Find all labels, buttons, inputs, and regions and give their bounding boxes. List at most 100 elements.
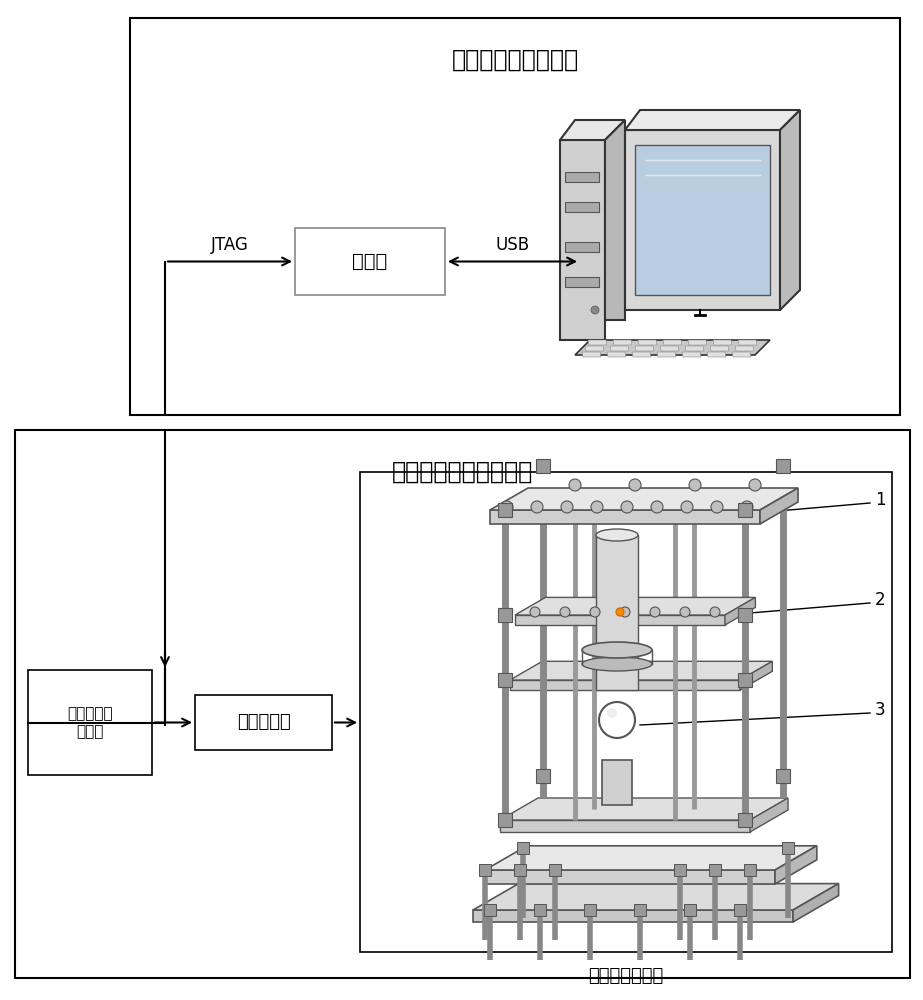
FancyBboxPatch shape	[498, 503, 512, 517]
FancyBboxPatch shape	[549, 864, 561, 876]
Polygon shape	[682, 352, 701, 357]
Polygon shape	[515, 597, 755, 615]
Polygon shape	[707, 352, 726, 357]
Circle shape	[591, 306, 599, 314]
Text: 2: 2	[875, 591, 885, 609]
Polygon shape	[632, 352, 651, 357]
FancyBboxPatch shape	[517, 842, 529, 854]
Polygon shape	[585, 346, 604, 351]
Polygon shape	[510, 680, 740, 690]
FancyBboxPatch shape	[634, 904, 646, 916]
Polygon shape	[735, 346, 754, 351]
Polygon shape	[500, 798, 788, 820]
Polygon shape	[713, 340, 732, 345]
FancyBboxPatch shape	[15, 430, 910, 978]
Polygon shape	[663, 340, 682, 345]
Polygon shape	[613, 340, 632, 345]
Polygon shape	[710, 346, 729, 351]
Circle shape	[501, 501, 513, 513]
Polygon shape	[732, 352, 751, 357]
Polygon shape	[638, 340, 657, 345]
Text: JTAG: JTAG	[211, 236, 249, 254]
Polygon shape	[582, 352, 601, 357]
Circle shape	[569, 479, 581, 491]
Text: 3: 3	[875, 701, 885, 719]
Circle shape	[650, 607, 660, 617]
Polygon shape	[490, 488, 798, 510]
Polygon shape	[515, 615, 725, 625]
Polygon shape	[760, 488, 798, 524]
Polygon shape	[793, 884, 839, 922]
Polygon shape	[685, 346, 704, 351]
Circle shape	[530, 607, 540, 617]
Polygon shape	[605, 120, 625, 320]
Circle shape	[616, 608, 624, 616]
FancyBboxPatch shape	[709, 864, 721, 876]
FancyBboxPatch shape	[195, 695, 332, 750]
Polygon shape	[738, 340, 757, 345]
FancyBboxPatch shape	[782, 842, 794, 854]
Polygon shape	[510, 661, 773, 680]
Polygon shape	[500, 820, 750, 832]
Circle shape	[749, 479, 761, 491]
Polygon shape	[588, 340, 607, 345]
FancyBboxPatch shape	[484, 904, 496, 916]
Polygon shape	[473, 884, 839, 910]
Ellipse shape	[596, 529, 638, 541]
Polygon shape	[740, 661, 773, 690]
Text: 上位机控制设计部分: 上位机控制设计部分	[451, 48, 579, 72]
Polygon shape	[688, 340, 707, 345]
FancyBboxPatch shape	[602, 760, 632, 805]
Circle shape	[689, 479, 701, 491]
Polygon shape	[657, 352, 676, 357]
Polygon shape	[490, 510, 760, 524]
FancyBboxPatch shape	[776, 769, 790, 783]
Polygon shape	[607, 352, 626, 357]
Polygon shape	[780, 110, 800, 310]
Text: USB: USB	[496, 236, 530, 254]
Polygon shape	[485, 846, 817, 870]
Circle shape	[561, 501, 573, 513]
FancyBboxPatch shape	[738, 673, 752, 687]
Circle shape	[607, 708, 617, 718]
Text: 功率放大器: 功率放大器	[236, 714, 291, 732]
Circle shape	[590, 607, 600, 617]
FancyBboxPatch shape	[744, 864, 756, 876]
Circle shape	[591, 501, 603, 513]
Polygon shape	[473, 910, 793, 922]
Circle shape	[710, 607, 720, 617]
FancyBboxPatch shape	[738, 503, 752, 517]
FancyBboxPatch shape	[536, 769, 550, 783]
Polygon shape	[635, 346, 654, 351]
Polygon shape	[660, 346, 679, 351]
FancyBboxPatch shape	[479, 864, 491, 876]
Circle shape	[629, 479, 641, 491]
FancyBboxPatch shape	[28, 670, 152, 775]
Ellipse shape	[582, 657, 652, 671]
FancyBboxPatch shape	[684, 904, 696, 916]
Polygon shape	[575, 340, 770, 355]
Text: 磁悬浮小球装置: 磁悬浮小球装置	[588, 967, 664, 985]
FancyBboxPatch shape	[498, 813, 512, 827]
Circle shape	[621, 501, 633, 513]
Circle shape	[711, 501, 723, 513]
FancyBboxPatch shape	[776, 459, 790, 473]
FancyBboxPatch shape	[498, 608, 512, 622]
Polygon shape	[610, 346, 629, 351]
Circle shape	[680, 607, 690, 617]
FancyBboxPatch shape	[734, 904, 746, 916]
Circle shape	[531, 501, 543, 513]
Circle shape	[560, 607, 570, 617]
Polygon shape	[750, 798, 788, 832]
Polygon shape	[560, 120, 625, 140]
Polygon shape	[485, 870, 775, 884]
Ellipse shape	[582, 642, 652, 658]
Polygon shape	[635, 145, 770, 295]
Polygon shape	[560, 140, 605, 340]
FancyBboxPatch shape	[738, 608, 752, 622]
FancyBboxPatch shape	[130, 18, 900, 415]
FancyBboxPatch shape	[738, 813, 752, 827]
Text: 实时嵌入式
控制器: 实时嵌入式 控制器	[67, 706, 113, 739]
Text: 下位机执行与被控部分: 下位机执行与被控部分	[392, 460, 533, 484]
Circle shape	[620, 607, 630, 617]
